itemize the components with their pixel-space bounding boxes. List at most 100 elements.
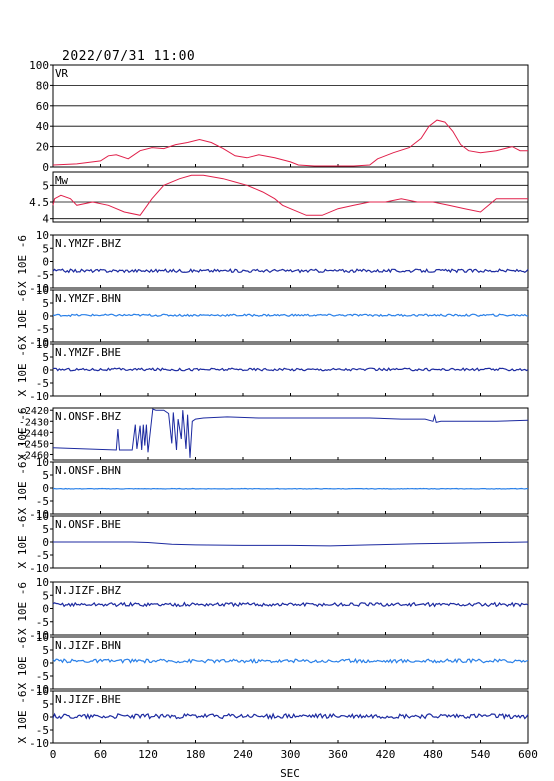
panel-label-vr: VR <box>55 67 68 80</box>
y-tick-label: 5 <box>42 242 49 255</box>
figure-timestamp: 2022/07/31 11:00 <box>62 49 196 64</box>
y-tick-label: -2430 <box>19 417 49 428</box>
y-tick-label: -10 <box>29 737 49 750</box>
y-tick-label: 100 <box>29 59 49 72</box>
panel-frame-vr <box>52 64 529 168</box>
y-tick-label: 10 <box>36 576 49 589</box>
y-tick-label: 80 <box>36 79 49 92</box>
y-tick-label: 10 <box>36 229 49 242</box>
series-line-n-ymzf-bhz <box>52 268 529 274</box>
x-tick-label: 180 <box>186 748 206 761</box>
panel-label-n-jizf-bhn: N.JIZF.BHN <box>55 639 121 652</box>
y-tick-label: 5 <box>42 351 49 364</box>
y-tick-label: 4.5 <box>29 196 49 209</box>
y-tick-label: -10 <box>29 683 49 696</box>
y-tick-label: 5 <box>42 644 49 657</box>
panel-label-n-ymzf-bhz: N.YMZF.BHZ <box>55 237 121 250</box>
y-axis-label: X 10E -6 <box>16 408 29 461</box>
x-axis-label: SEC <box>280 767 300 780</box>
y-tick-label: -2440 <box>19 428 49 439</box>
y-tick-label: 20 <box>36 141 49 154</box>
x-tick-label: 240 <box>233 748 253 761</box>
y-axis-label: X 10E -6 <box>16 637 29 690</box>
panel-label-n-onsf-bhn: N.ONSF.BHN <box>55 464 121 477</box>
y-tick-label: -5 <box>36 323 49 336</box>
y-tick-label: 5 <box>42 698 49 711</box>
y-tick-label: -5 <box>36 495 49 508</box>
y-tick-label: 0 <box>42 364 49 377</box>
x-tick-label: 540 <box>471 748 491 761</box>
series-line-vr <box>52 119 528 167</box>
y-tick-label: -2460 <box>19 450 49 461</box>
y-tick-label: -5 <box>36 549 49 562</box>
y-tick-label: 10 <box>36 456 49 469</box>
panel-label-n-onsf-bhz: N.ONSF.BHZ <box>55 410 121 423</box>
series-line-mw <box>52 174 528 216</box>
y-tick-label: 5 <box>42 589 49 602</box>
y-tick-label: 5 <box>42 297 49 310</box>
panel-label-n-jizf-bhz: N.JIZF.BHZ <box>55 584 121 597</box>
series-line-n-onsf-bhn <box>52 487 528 490</box>
y-tick-label: -10 <box>29 390 49 403</box>
x-tick-label: 480 <box>423 748 443 761</box>
y-tick-label: 5 <box>42 469 49 482</box>
y-axis-label: X 10E -6 <box>16 235 29 288</box>
panel-label-n-ymzf-bhe: N.YMZF.BHE <box>55 346 121 359</box>
y-axis-label: X 10E -6 <box>16 290 29 343</box>
x-tick-label: 300 <box>281 748 301 761</box>
y-tick-label: -2450 <box>19 439 49 450</box>
panel-frame-n-jizf-bhz <box>52 581 529 636</box>
x-tick-label: 420 <box>376 748 396 761</box>
y-tick-label: -10 <box>29 336 49 349</box>
panel-label-mw: Mw <box>55 174 68 187</box>
series-line-n-ymzf-bhn <box>52 313 529 318</box>
y-tick-label: 0 <box>42 256 49 269</box>
y-tick-label: 10 <box>36 631 49 644</box>
y-tick-label: 0 <box>42 310 49 323</box>
series-line-n-onsf-bhz <box>52 408 529 458</box>
y-tick-label: 10 <box>36 284 49 297</box>
y-tick-label: 10 <box>36 510 49 523</box>
y-tick-label: 0 <box>42 711 49 724</box>
y-tick-label: 0 <box>42 161 49 174</box>
series-line-n-ymzf-bhe <box>52 367 529 372</box>
panel-frame-n-ymzf-bhz <box>52 234 529 289</box>
y-tick-label: 60 <box>36 100 49 113</box>
y-tick-label: 10 <box>36 338 49 351</box>
x-tick-label: 0 <box>50 748 57 761</box>
series-line-n-onsf-bhe <box>53 541 529 547</box>
panel-label-n-onsf-bhe: N.ONSF.BHE <box>55 518 121 531</box>
y-tick-label: -5 <box>36 377 49 390</box>
x-tick-label: 60 <box>94 748 107 761</box>
y-tick-label: -10 <box>29 562 49 575</box>
y-tick-label: -10 <box>29 508 49 521</box>
x-tick-label: 120 <box>138 748 158 761</box>
y-axis-label: X 10E -6 <box>16 516 29 569</box>
y-axis-label: X 10E -6 <box>16 582 29 635</box>
y-axis-label: X 10E -6 <box>16 691 29 744</box>
x-tick-label: 600 <box>518 748 538 761</box>
y-tick-label: -10 <box>29 629 49 642</box>
series-line-n-jizf-bhz <box>52 601 529 608</box>
y-tick-label: -5 <box>36 616 49 629</box>
panel-frame-n-ymzf-bhn <box>52 289 529 343</box>
panel-frame-mw <box>52 171 529 223</box>
y-tick-label: -5 <box>36 724 49 737</box>
y-tick-label: -5 <box>36 670 49 683</box>
y-tick-label: 5 <box>42 179 49 192</box>
y-tick-label: 0 <box>42 482 49 495</box>
y-tick-label: -2420 <box>19 406 49 417</box>
y-tick-label: 0 <box>42 536 49 549</box>
y-tick-label: 40 <box>36 120 49 133</box>
x-tick-label: 360 <box>328 748 348 761</box>
y-tick-label: 5 <box>42 523 49 536</box>
y-tick-label: 0 <box>42 657 49 670</box>
y-tick-label: -5 <box>36 269 49 282</box>
series-line-n-jizf-bhn <box>52 657 529 664</box>
y-tick-label: 4 <box>42 213 49 226</box>
y-axis-label: X 10E -6 <box>16 344 29 397</box>
series-line-n-jizf-bhe <box>52 712 529 721</box>
y-tick-label: 0 <box>42 603 49 616</box>
panel-frame-n-onsf-bhz <box>52 407 529 461</box>
